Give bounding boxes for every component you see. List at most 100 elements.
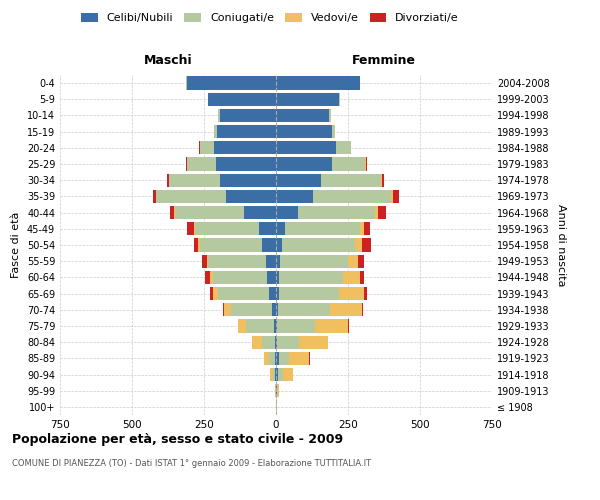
Bar bbox=[198, 238, 200, 252]
Bar bbox=[200, 238, 262, 252]
Bar bbox=[298, 206, 376, 220]
Bar bbox=[278, 303, 330, 316]
Bar bbox=[364, 287, 367, 300]
Bar bbox=[358, 254, 364, 268]
Bar bbox=[278, 368, 283, 381]
Bar bbox=[276, 222, 284, 235]
Bar bbox=[262, 336, 275, 349]
Bar bbox=[360, 270, 364, 284]
Bar bbox=[276, 190, 313, 203]
Bar bbox=[268, 270, 276, 284]
Bar bbox=[275, 352, 276, 365]
Bar bbox=[279, 287, 340, 300]
Bar bbox=[214, 141, 276, 154]
Bar bbox=[208, 254, 266, 268]
Bar bbox=[262, 238, 276, 252]
Bar bbox=[332, 125, 335, 138]
Bar bbox=[392, 190, 399, 203]
Bar bbox=[276, 206, 298, 220]
Bar bbox=[289, 352, 309, 365]
Bar bbox=[355, 238, 362, 252]
Bar bbox=[208, 92, 276, 106]
Bar bbox=[269, 352, 275, 365]
Bar bbox=[187, 222, 194, 235]
Bar bbox=[337, 141, 351, 154]
Bar bbox=[330, 303, 362, 316]
Bar bbox=[263, 352, 269, 365]
Text: Popolazione per età, sesso e stato civile - 2009: Popolazione per età, sesso e stato civil… bbox=[12, 432, 343, 446]
Bar bbox=[376, 206, 377, 220]
Bar bbox=[381, 174, 382, 187]
Bar bbox=[359, 222, 364, 235]
Bar bbox=[202, 254, 207, 268]
Bar bbox=[313, 190, 391, 203]
Bar bbox=[391, 190, 392, 203]
Bar bbox=[223, 303, 224, 316]
Bar bbox=[214, 125, 217, 138]
Bar bbox=[276, 270, 280, 284]
Bar bbox=[362, 238, 371, 252]
Bar bbox=[332, 158, 365, 170]
Bar bbox=[187, 158, 215, 170]
Bar bbox=[279, 352, 289, 365]
Bar bbox=[276, 125, 332, 138]
Bar bbox=[247, 320, 274, 332]
Bar bbox=[167, 174, 169, 187]
Y-axis label: Anni di nascita: Anni di nascita bbox=[556, 204, 566, 286]
Bar bbox=[244, 206, 276, 220]
Bar bbox=[220, 174, 276, 187]
Bar bbox=[284, 222, 359, 235]
Bar bbox=[276, 141, 337, 154]
Bar bbox=[362, 303, 363, 316]
Bar bbox=[320, 174, 381, 187]
Bar bbox=[276, 158, 332, 170]
Y-axis label: Fasce di età: Fasce di età bbox=[11, 212, 21, 278]
Bar bbox=[212, 270, 268, 284]
Bar bbox=[275, 336, 276, 349]
Bar bbox=[277, 320, 315, 332]
Bar bbox=[329, 109, 331, 122]
Bar bbox=[277, 336, 299, 349]
Bar bbox=[348, 254, 358, 268]
Bar bbox=[276, 320, 277, 332]
Bar bbox=[366, 158, 367, 170]
Bar bbox=[207, 254, 208, 268]
Bar bbox=[238, 320, 247, 332]
Bar bbox=[210, 270, 212, 284]
Bar bbox=[232, 303, 272, 316]
Bar bbox=[196, 222, 259, 235]
Bar bbox=[220, 109, 276, 122]
Bar bbox=[259, 222, 276, 235]
Bar bbox=[280, 254, 348, 268]
Bar bbox=[364, 222, 370, 235]
Bar bbox=[251, 336, 262, 349]
Bar bbox=[218, 287, 269, 300]
Bar bbox=[266, 254, 276, 268]
Bar bbox=[276, 352, 279, 365]
Bar bbox=[194, 222, 196, 235]
Bar bbox=[218, 109, 220, 122]
Bar bbox=[226, 190, 276, 203]
Bar bbox=[210, 287, 212, 300]
Bar bbox=[276, 238, 282, 252]
Bar bbox=[194, 238, 198, 252]
Bar bbox=[276, 336, 277, 349]
Bar bbox=[276, 174, 320, 187]
Bar bbox=[274, 320, 276, 332]
Bar bbox=[170, 206, 175, 220]
Bar bbox=[269, 368, 272, 381]
Bar bbox=[205, 270, 210, 284]
Bar bbox=[276, 76, 359, 90]
Bar bbox=[215, 158, 276, 170]
Bar bbox=[382, 174, 384, 187]
Bar bbox=[200, 141, 214, 154]
Text: Maschi: Maschi bbox=[143, 54, 193, 68]
Bar bbox=[153, 190, 156, 203]
Bar bbox=[280, 270, 343, 284]
Bar bbox=[276, 287, 279, 300]
Bar bbox=[377, 206, 386, 220]
Text: COMUNE DI PIANEZZA (TO) - Dati ISTAT 1° gennaio 2009 - Elaborazione TUTTITALIA.I: COMUNE DI PIANEZZA (TO) - Dati ISTAT 1° … bbox=[12, 459, 371, 468]
Bar bbox=[299, 336, 328, 349]
Bar bbox=[276, 303, 278, 316]
Bar bbox=[175, 206, 244, 220]
